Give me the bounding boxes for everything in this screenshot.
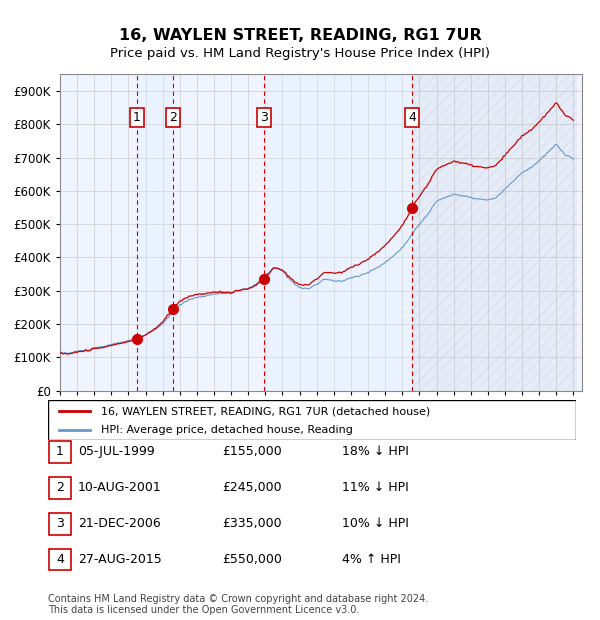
Text: £550,000: £550,000 [222, 553, 282, 565]
Text: 1: 1 [56, 446, 64, 458]
Text: Contains HM Land Registry data © Crown copyright and database right 2024.: Contains HM Land Registry data © Crown c… [48, 595, 428, 604]
Bar [137, 74, 173, 391]
Text: 4: 4 [56, 554, 64, 566]
Text: 18% ↓ HPI: 18% ↓ HPI [342, 445, 409, 458]
Text: 10-AUG-2001: 10-AUG-2001 [78, 481, 162, 494]
Bar [264, 74, 412, 391]
Text: 27-AUG-2015: 27-AUG-2015 [78, 553, 162, 565]
Text: 10% ↓ HPI: 10% ↓ HPI [342, 517, 409, 529]
Text: 1: 1 [133, 111, 141, 124]
Text: Price paid vs. HM Land Registry's House Price Index (HPI): Price paid vs. HM Land Registry's House … [110, 46, 490, 60]
Text: £335,000: £335,000 [222, 517, 281, 529]
Text: 16, WAYLEN STREET, READING, RG1 7UR (detached house): 16, WAYLEN STREET, READING, RG1 7UR (det… [101, 406, 430, 416]
Text: 11% ↓ HPI: 11% ↓ HPI [342, 481, 409, 494]
Text: 21-DEC-2006: 21-DEC-2006 [78, 517, 161, 529]
Text: 05-JUL-1999: 05-JUL-1999 [78, 445, 155, 458]
Text: 2: 2 [56, 482, 64, 494]
Text: 3: 3 [260, 111, 268, 124]
Text: 4: 4 [409, 111, 416, 124]
Text: 3: 3 [56, 518, 64, 530]
FancyBboxPatch shape [49, 477, 71, 498]
Text: £155,000: £155,000 [222, 445, 282, 458]
Text: 2: 2 [169, 111, 176, 124]
FancyBboxPatch shape [49, 549, 71, 570]
FancyBboxPatch shape [48, 400, 576, 440]
Text: This data is licensed under the Open Government Licence v3.0.: This data is licensed under the Open Gov… [48, 605, 359, 615]
Text: HPI: Average price, detached house, Reading: HPI: Average price, detached house, Read… [101, 425, 353, 435]
Text: £245,000: £245,000 [222, 481, 281, 494]
Text: 16, WAYLEN STREET, READING, RG1 7UR: 16, WAYLEN STREET, READING, RG1 7UR [119, 28, 481, 43]
Text: 4% ↑ HPI: 4% ↑ HPI [342, 553, 401, 565]
Bar [412, 74, 577, 391]
FancyBboxPatch shape [49, 513, 71, 534]
FancyBboxPatch shape [49, 441, 71, 463]
